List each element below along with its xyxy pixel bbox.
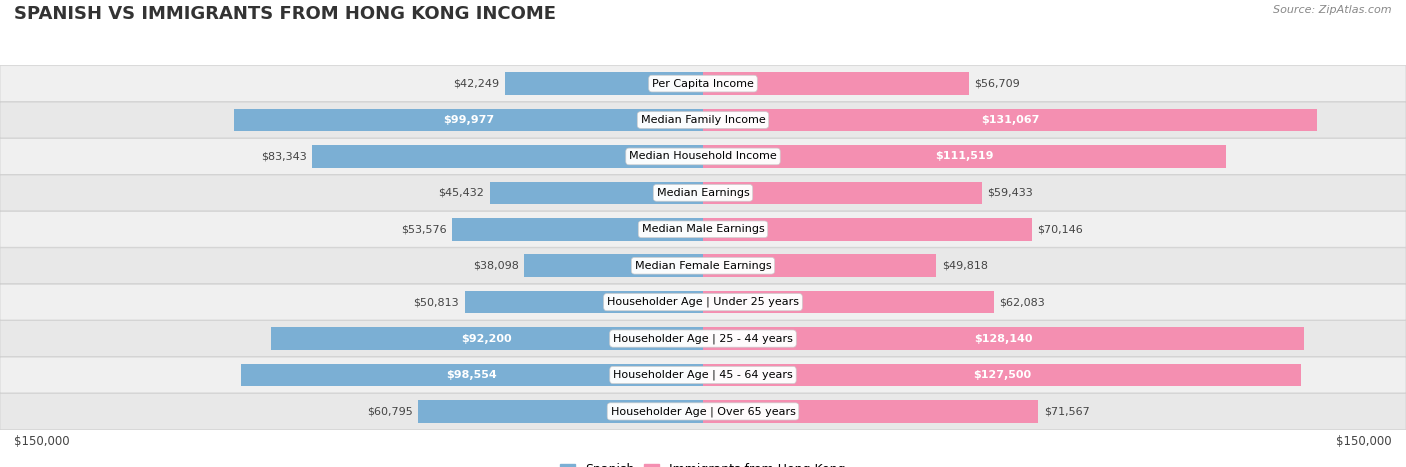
Text: $59,433: $59,433: [987, 188, 1033, 198]
Text: $53,576: $53,576: [401, 224, 446, 234]
Text: Per Capita Income: Per Capita Income: [652, 78, 754, 89]
Text: $70,146: $70,146: [1038, 224, 1083, 234]
Text: $92,200: $92,200: [461, 333, 512, 344]
Text: $131,067: $131,067: [981, 115, 1039, 125]
FancyBboxPatch shape: [0, 66, 1406, 101]
Bar: [491, 182, 703, 204]
Bar: [235, 109, 703, 131]
FancyBboxPatch shape: [0, 212, 1406, 247]
Bar: [703, 145, 1226, 168]
FancyBboxPatch shape: [0, 357, 1406, 393]
Text: $127,500: $127,500: [973, 370, 1031, 380]
Text: SPANISH VS IMMIGRANTS FROM HONG KONG INCOME: SPANISH VS IMMIGRANTS FROM HONG KONG INC…: [14, 5, 555, 23]
Text: Median Household Income: Median Household Income: [628, 151, 778, 162]
Text: Median Female Earnings: Median Female Earnings: [634, 261, 772, 271]
Text: $49,818: $49,818: [942, 261, 988, 271]
FancyBboxPatch shape: [0, 248, 1406, 283]
Text: $42,249: $42,249: [453, 78, 499, 89]
Text: Householder Age | Over 65 years: Householder Age | Over 65 years: [610, 406, 796, 417]
Text: Median Male Earnings: Median Male Earnings: [641, 224, 765, 234]
Bar: [703, 400, 1039, 423]
Bar: [451, 218, 703, 241]
Bar: [703, 364, 1301, 386]
Bar: [703, 218, 1032, 241]
Text: $60,795: $60,795: [367, 406, 412, 417]
Text: $150,000: $150,000: [14, 435, 70, 448]
Text: Source: ZipAtlas.com: Source: ZipAtlas.com: [1274, 5, 1392, 14]
Text: $83,343: $83,343: [262, 151, 307, 162]
Bar: [703, 182, 981, 204]
Bar: [240, 364, 703, 386]
Text: Householder Age | Under 25 years: Householder Age | Under 25 years: [607, 297, 799, 307]
FancyBboxPatch shape: [0, 102, 1406, 138]
Text: $62,083: $62,083: [1000, 297, 1045, 307]
FancyBboxPatch shape: [0, 175, 1406, 211]
Text: $111,519: $111,519: [935, 151, 994, 162]
Bar: [312, 145, 703, 168]
Text: Householder Age | 45 - 64 years: Householder Age | 45 - 64 years: [613, 370, 793, 380]
Text: $98,554: $98,554: [447, 370, 498, 380]
Text: Median Family Income: Median Family Income: [641, 115, 765, 125]
Text: $71,567: $71,567: [1045, 406, 1090, 417]
Text: Median Earnings: Median Earnings: [657, 188, 749, 198]
Bar: [465, 291, 703, 313]
Text: $45,432: $45,432: [439, 188, 485, 198]
Text: $99,977: $99,977: [443, 115, 495, 125]
FancyBboxPatch shape: [0, 284, 1406, 320]
Bar: [505, 72, 703, 95]
Bar: [271, 327, 703, 350]
FancyBboxPatch shape: [0, 321, 1406, 356]
Bar: [703, 291, 994, 313]
Bar: [703, 109, 1317, 131]
FancyBboxPatch shape: [0, 394, 1406, 429]
Text: $128,140: $128,140: [974, 333, 1032, 344]
Legend: Spanish, Immigrants from Hong Kong: Spanish, Immigrants from Hong Kong: [555, 458, 851, 467]
Text: $38,098: $38,098: [472, 261, 519, 271]
FancyBboxPatch shape: [0, 139, 1406, 174]
Bar: [703, 327, 1303, 350]
Bar: [524, 255, 703, 277]
Text: $56,709: $56,709: [974, 78, 1021, 89]
Bar: [703, 72, 969, 95]
Text: Householder Age | 25 - 44 years: Householder Age | 25 - 44 years: [613, 333, 793, 344]
Text: $150,000: $150,000: [1336, 435, 1392, 448]
Text: $50,813: $50,813: [413, 297, 460, 307]
Bar: [703, 255, 936, 277]
Bar: [418, 400, 703, 423]
